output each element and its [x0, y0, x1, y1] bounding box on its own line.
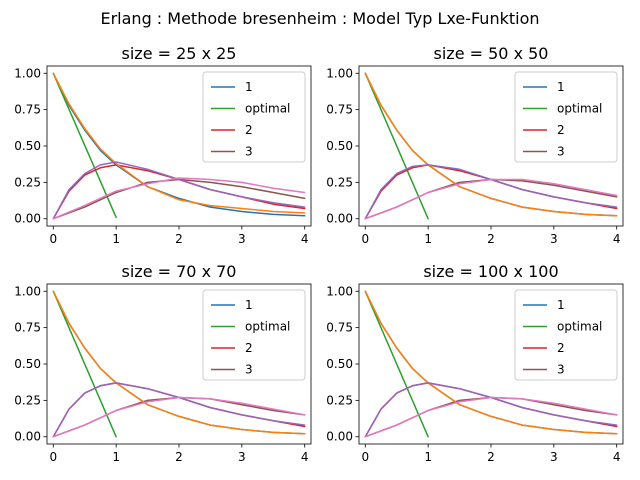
subplot-top-left: size = 25 x 25 0 1 2 3 4 0.00 0.25 0.50 0.75 1.00 1… — [14, 44, 312, 246]
x-tick-label: 0 — [361, 232, 369, 246]
y-tick-label: 0.00 — [326, 212, 353, 226]
x-tick-label: 1 — [112, 450, 120, 464]
legend-entry-label: 2 — [557, 123, 565, 137]
y-tick-label: 0.75 — [14, 103, 41, 117]
legend-entry-label: 2 — [557, 341, 565, 355]
y-tick-label: 0.50 — [14, 357, 41, 371]
series-line-unlabeled-5 — [364, 164, 618, 220]
series-line-unlabeled-4 — [364, 290, 618, 435]
series-line-unlabeled-4 — [364, 72, 618, 217]
y-tick-label: 1.00 — [14, 284, 41, 298]
legend-entry-label: 3 — [245, 363, 253, 377]
y-tick-label: 1.00 — [14, 66, 41, 80]
legend-box — [514, 289, 618, 381]
x-tick-label: 3 — [550, 232, 558, 246]
subplot-top-right: size = 50 x 50 0 1 2 3 4 0.00 0.25 0.50 0.75 1.00 1… — [326, 44, 624, 246]
legend-entry-label: 2 — [245, 123, 253, 137]
series-line-optimal — [52, 290, 117, 438]
legend-entry-label: 3 — [557, 363, 565, 377]
legend: 1 optimal 2 3 — [514, 71, 618, 163]
x-tick-label: 4 — [301, 232, 309, 246]
series-line-unlabeled-5 — [364, 382, 618, 438]
y-tick-label: 0.50 — [326, 139, 353, 153]
series-group — [364, 290, 618, 438]
y-tick-label: 0.25 — [14, 393, 41, 407]
x-tick-label: 1 — [424, 232, 432, 246]
legend-entry-label: 1 — [245, 298, 253, 312]
figure-suptitle: Erlang : Methode bresenheim : Model Typ … — [100, 9, 539, 28]
series-line-unlabeled-4 — [52, 290, 306, 435]
y-tick-label: 0.00 — [14, 212, 41, 226]
legend: 1 optimal 2 3 — [202, 71, 306, 163]
series-line-optimal — [364, 72, 429, 220]
legend-entry-label: 1 — [557, 80, 565, 94]
y-tick-label: 1.00 — [326, 66, 353, 80]
y-tick-label: 0.25 — [326, 175, 353, 189]
legend-entry-label: 2 — [245, 341, 253, 355]
series-group — [52, 72, 306, 220]
x-tick-label: 2 — [175, 450, 183, 464]
legend-entry-label: optimal — [557, 320, 602, 334]
legend-box — [202, 71, 306, 163]
y-tick-label: 1.00 — [326, 284, 353, 298]
series-line-unlabeled-6 — [52, 396, 306, 438]
legend-entry-label: optimal — [245, 102, 290, 116]
series-line-unlabeled-6 — [364, 178, 618, 220]
subplot-title: size = 70 x 70 — [122, 262, 237, 281]
series-line-2 — [364, 164, 618, 220]
x-tick-label: 3 — [238, 232, 246, 246]
x-tick-label: 2 — [175, 232, 183, 246]
y-tick-label: 0.00 — [14, 430, 41, 444]
legend-entry-label: optimal — [245, 320, 290, 334]
subplot-bottom-left: size = 70 x 70 0 1 2 3 4 0.00 0.25 0.50 0.75 1.00 1… — [14, 262, 312, 464]
series-group — [52, 290, 306, 438]
series-line-optimal — [364, 290, 429, 438]
x-tick-label: 4 — [613, 450, 621, 464]
y-tick-label: 0.75 — [326, 321, 353, 335]
series-line-unlabeled-4 — [52, 72, 306, 214]
y-tick-label: 0.50 — [14, 139, 41, 153]
y-tick-label: 0.25 — [14, 175, 41, 189]
y-tick-label: 0.75 — [14, 321, 41, 335]
series-line-unlabeled-6 — [52, 177, 306, 220]
y-tick-label: 0.00 — [326, 430, 353, 444]
x-tick-label: 3 — [238, 450, 246, 464]
y-tick-label: 0.75 — [326, 103, 353, 117]
subplot-title: size = 25 x 25 — [122, 44, 237, 63]
x-tick-label: 4 — [301, 450, 309, 464]
legend-entry-label: 3 — [245, 145, 253, 159]
x-tick-label: 1 — [112, 232, 120, 246]
legend-box — [514, 71, 618, 163]
x-tick-label: 4 — [613, 232, 621, 246]
x-tick-label: 0 — [49, 450, 57, 464]
series-line-unlabeled-6 — [364, 396, 618, 438]
x-tick-label: 2 — [487, 450, 495, 464]
series-line-optimal — [52, 72, 117, 219]
subplot-bottom-right: size = 100 x 100 0 1 2 3 4 0.00 0.25 0.50 0.75 1.0… — [326, 262, 624, 464]
x-tick-label: 3 — [550, 450, 558, 464]
x-tick-label: 1 — [424, 450, 432, 464]
legend-entry-label: 1 — [245, 80, 253, 94]
legend-entry-label: 1 — [557, 298, 565, 312]
legend-entry-label: optimal — [557, 102, 602, 116]
legend: 1 optimal 2 3 — [514, 289, 618, 381]
legend: 1 optimal 2 3 — [202, 289, 306, 381]
legend-entry-label: 3 — [557, 145, 565, 159]
series-group — [364, 72, 618, 220]
y-tick-label: 0.25 — [326, 393, 353, 407]
subplot-title: size = 100 x 100 — [423, 262, 558, 281]
legend-box — [202, 289, 306, 381]
y-tick-label: 0.50 — [326, 357, 353, 371]
x-tick-label: 0 — [49, 232, 57, 246]
subplot-title: size = 50 x 50 — [434, 44, 549, 63]
x-tick-label: 2 — [487, 232, 495, 246]
series-line-unlabeled-5 — [52, 382, 306, 438]
series-line-unlabeled-5 — [52, 161, 306, 220]
x-tick-label: 0 — [361, 450, 369, 464]
